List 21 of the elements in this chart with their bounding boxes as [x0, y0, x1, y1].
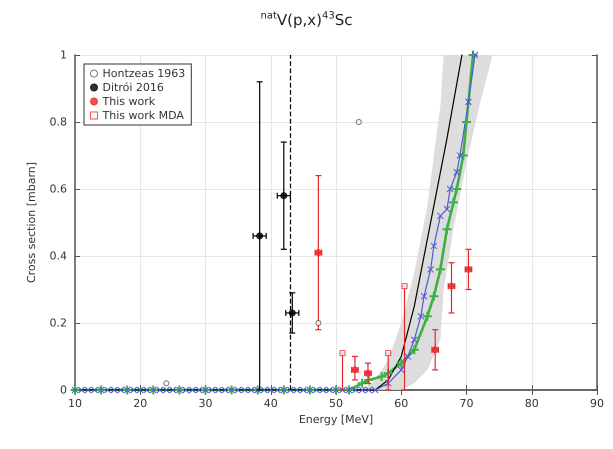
x-tick-label: 80: [524, 397, 539, 410]
x-tick-label: 30: [198, 397, 212, 410]
y-axis-title: Cross section [mbarn]: [25, 162, 38, 284]
y-tick-label: 0.2: [50, 316, 67, 330]
y-tick-label: 0.8: [50, 116, 67, 128]
legend-label: This work MDA: [102, 109, 184, 122]
y-tick-label: 1: [60, 48, 67, 62]
y-tick-label: 0: [60, 384, 67, 396]
legend-label: Hontzeas 1963: [102, 67, 186, 80]
y-tick-label: 0.6: [50, 182, 67, 196]
legend-label: Ditrói 2016: [102, 81, 164, 94]
x-tick-label: 60: [394, 397, 408, 410]
x-axis-title: Energy [MeV]: [298, 413, 374, 426]
legend-label: This work: [102, 95, 156, 108]
x-tick-label: 90: [590, 397, 604, 410]
y-tick-label: 0.4: [50, 250, 67, 262]
x-tick-label: 70: [460, 397, 474, 410]
x-tick-label: 10: [68, 397, 82, 410]
x-tick-label: 20: [133, 397, 148, 410]
x-tick-label: 50: [329, 397, 343, 410]
x-tick-label: 40: [264, 397, 278, 410]
